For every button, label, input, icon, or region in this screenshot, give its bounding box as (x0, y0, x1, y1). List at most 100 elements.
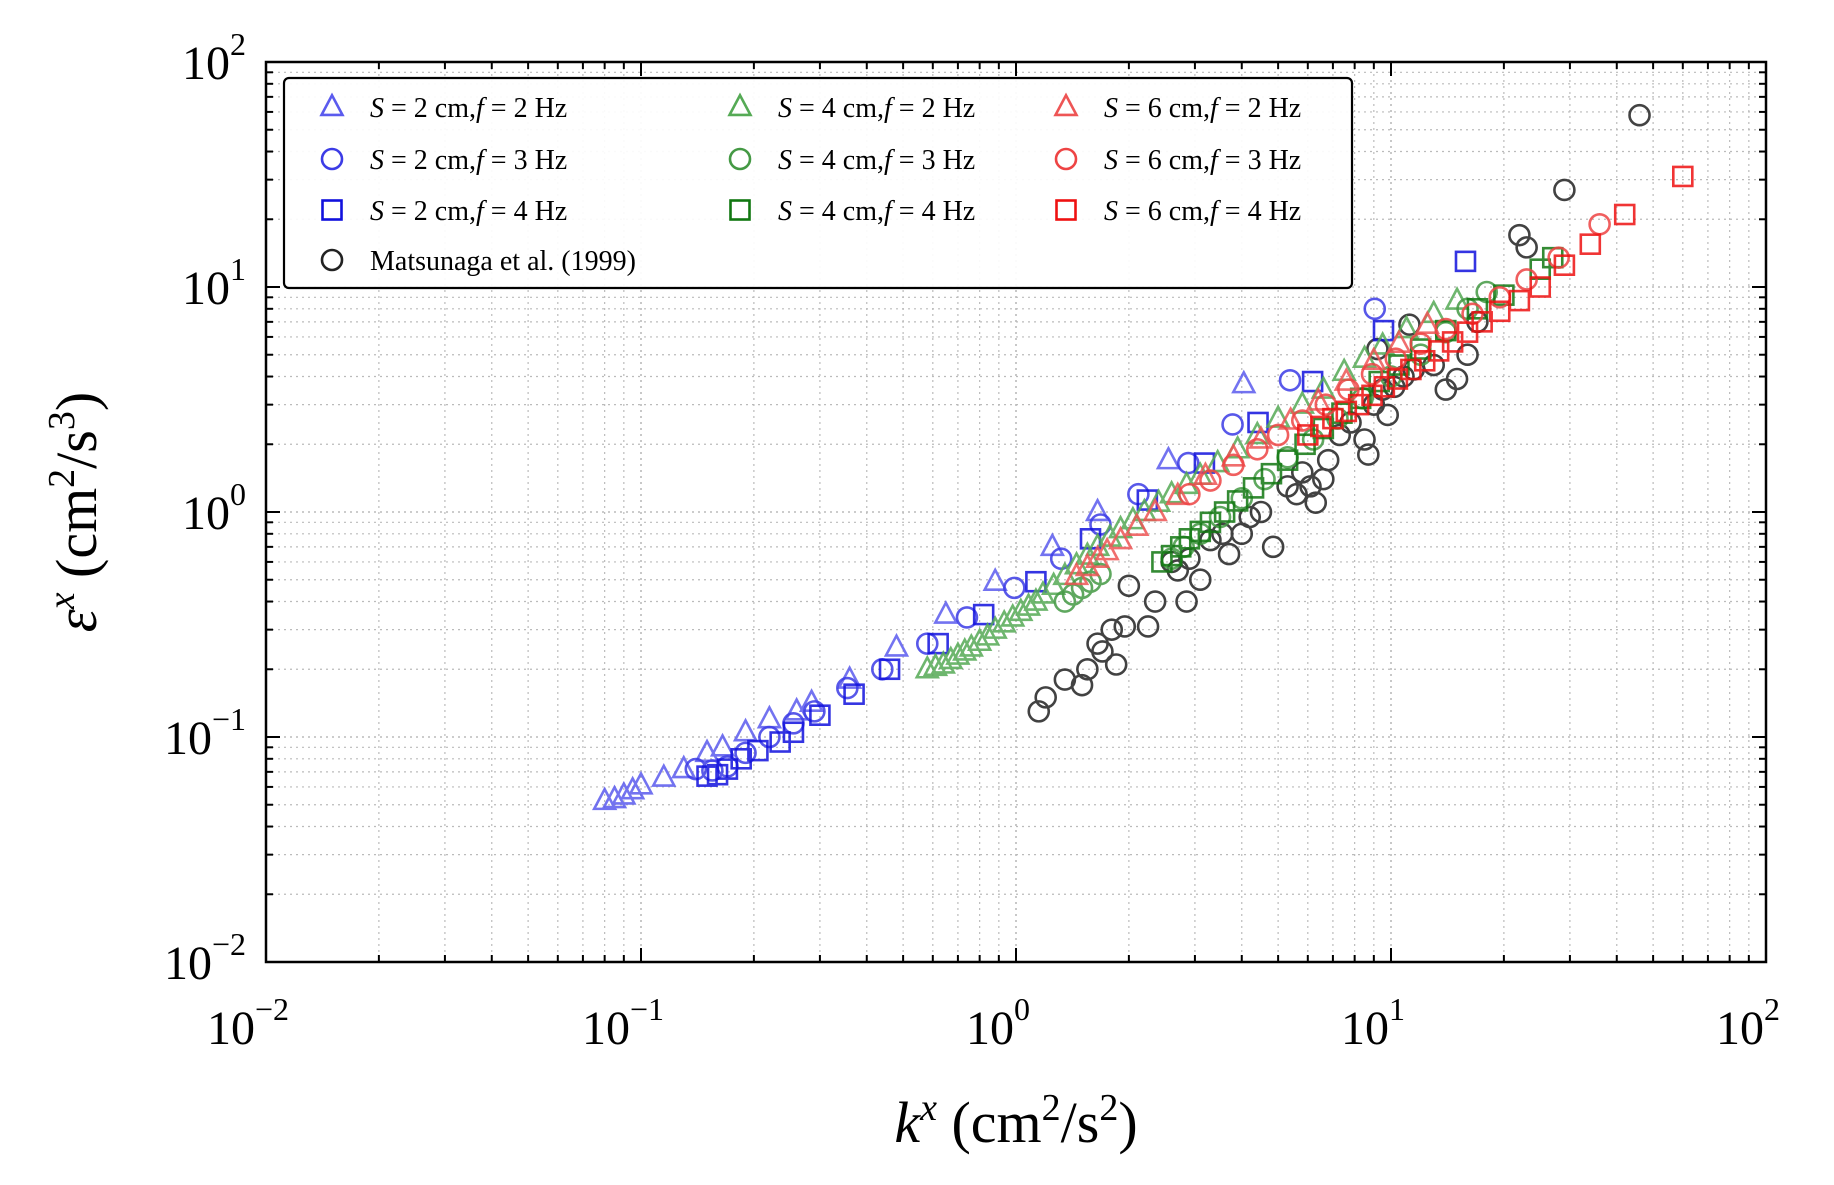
legend-entry: S = 4 cm,f = 2 Hz (778, 93, 975, 124)
y-tick-base: 10 (182, 487, 230, 540)
legend-var-f: f (476, 196, 487, 227)
legend-eq: = 2 Hz (1218, 93, 1301, 124)
x-tick-base: 10 (207, 1002, 255, 1055)
legend-var-s: S (778, 196, 792, 227)
x-tick-base: 10 (1341, 1002, 1389, 1055)
legend-var-s: S (1104, 196, 1118, 227)
y-tick-label: 101 (182, 251, 246, 315)
data-point (914, 654, 940, 679)
x-tick-exp: 2 (1764, 991, 1780, 1027)
data-point (1221, 413, 1244, 436)
legend-eq: = 2 cm, (384, 145, 476, 176)
legend-eq: = 4 Hz (484, 196, 567, 227)
data-point (1361, 346, 1387, 371)
data-point (1165, 481, 1191, 506)
x-tick-label: 10−1 (582, 991, 664, 1055)
data-point (1289, 390, 1315, 414)
data-point (701, 759, 724, 782)
data-point (1456, 343, 1479, 367)
data-point (1107, 525, 1134, 550)
x-axis-title: kx (cm2/s2) (894, 1087, 1137, 1155)
legend-var-f: f (1210, 145, 1221, 176)
y-tick-exp: 1 (230, 251, 246, 287)
legend-eq: = 3 Hz (484, 145, 567, 176)
data-point (1178, 482, 1201, 506)
data-point (1084, 497, 1111, 522)
data-point (974, 621, 1001, 646)
legend-entry: S = 4 cm,f = 4 Hz (778, 196, 975, 227)
y-axis-units-sup1: 2 (41, 469, 83, 488)
data-point (927, 632, 949, 655)
data-point (1226, 490, 1249, 512)
data-point (1104, 653, 1128, 676)
data-point (1515, 268, 1538, 291)
data-point (1155, 445, 1182, 470)
legend-marker (729, 199, 751, 221)
data-point (803, 700, 826, 723)
x-tick-base: 10 (966, 1002, 1014, 1055)
data-point (782, 721, 805, 744)
data-point (1242, 477, 1265, 499)
data-point (671, 754, 697, 779)
data-point (619, 775, 646, 800)
legend-var-f: f (476, 93, 487, 124)
data-point (1386, 329, 1412, 353)
data-point (1142, 497, 1168, 522)
legend-eq: = 4 cm, (792, 93, 884, 124)
x-tick-label: 101 (1341, 991, 1405, 1055)
y-tick-exp: 0 (230, 476, 246, 512)
legend-entry: S = 2 cm,f = 4 Hz (370, 196, 567, 227)
data-point (1672, 165, 1694, 188)
data-point (1553, 254, 1576, 276)
data-point (1508, 289, 1531, 312)
legend-var-s: S (778, 93, 792, 124)
legend-var-s: S (778, 145, 792, 176)
y-tick-base: 10 (182, 37, 230, 90)
data-point (1136, 615, 1160, 638)
data-point (1445, 367, 1469, 391)
data-point (1310, 415, 1332, 438)
y-axis-title: εx (cm2/s3) (41, 392, 109, 632)
data-point (1217, 542, 1241, 566)
data-point (1414, 310, 1441, 334)
data-point (1261, 535, 1285, 559)
data-point (1277, 405, 1304, 430)
data-point (1466, 298, 1489, 320)
data-point (883, 632, 910, 657)
x-axis-units-sup2: 2 (1099, 1087, 1118, 1129)
legend-eq: = 4 cm, (792, 145, 884, 176)
legend-var-s: S (370, 196, 384, 227)
data-point (1376, 403, 1400, 427)
data-point (1023, 586, 1049, 611)
y-tick-label: 102 (182, 26, 246, 90)
legend-marker (1053, 92, 1079, 117)
data-point (1304, 491, 1328, 514)
data-point (1084, 544, 1111, 568)
data-point (1260, 462, 1283, 485)
y-axis-symbol-sup: x (41, 592, 83, 610)
legend-eq: = 3 Hz (892, 145, 975, 176)
data-point (836, 676, 859, 700)
data-point (1360, 362, 1384, 386)
data-point (1369, 330, 1396, 355)
data-point (1100, 618, 1124, 641)
data-point (1231, 369, 1257, 394)
legend-entry: Matsunaga et al. (1999) (370, 246, 636, 277)
x-tick-exp: 1 (1389, 991, 1405, 1027)
y-tick-label: 100 (182, 476, 246, 540)
legend-marker (727, 92, 753, 117)
legend-eq: = 6 cm, (1118, 93, 1210, 124)
x-tick-exp: −1 (630, 991, 664, 1027)
data-point (1003, 576, 1026, 600)
data-point (684, 757, 708, 781)
data-point (1398, 313, 1421, 336)
data-point (972, 603, 995, 626)
data-point (1178, 528, 1201, 550)
legend-eq: = 6 cm, (1118, 196, 1210, 227)
x-tick-exp: −2 (255, 991, 289, 1027)
data-point (1421, 299, 1447, 324)
data-point (1145, 488, 1172, 512)
data-point (1434, 317, 1458, 341)
y-axis-units-post: ) (44, 392, 109, 411)
